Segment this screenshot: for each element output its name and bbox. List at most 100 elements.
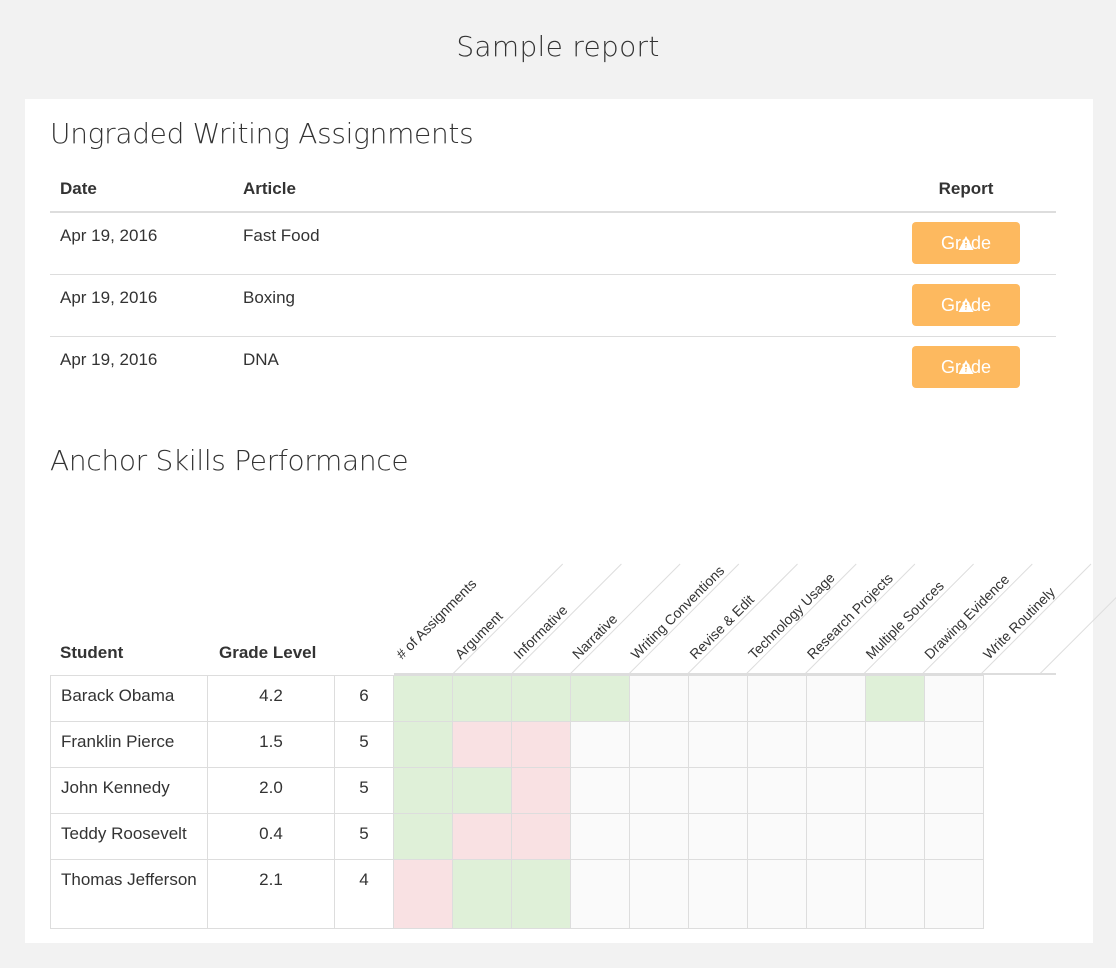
skill-cell [629, 767, 689, 814]
skill-cell [688, 767, 748, 814]
skill-cell [452, 859, 512, 929]
skill-cell [747, 859, 807, 929]
date-column-header: Date [60, 179, 97, 198]
grade-button-label: Grade [940, 294, 992, 315]
student-name: Franklin Pierce [50, 721, 208, 768]
skill-column-header: Narrative [569, 610, 621, 662]
skill-cell [393, 767, 453, 814]
skill-cell [924, 721, 984, 768]
assignment-date: Apr 19, 2016 [60, 226, 158, 245]
skill-column-divider [452, 563, 564, 675]
grade-button[interactable]: Grade [912, 222, 1020, 264]
skill-column-divider [687, 563, 798, 675]
skill-cell [570, 675, 630, 722]
skill-cell [452, 675, 512, 722]
skill-column-divider [569, 563, 681, 675]
assignment-row: Apr 19, 2016 Boxing Grade [50, 275, 1056, 337]
skill-cell [865, 813, 925, 860]
assignment-date: Apr 19, 2016 [60, 350, 158, 369]
grade-level: 4.2 [207, 675, 335, 722]
skill-column-divider [745, 563, 857, 675]
grade-level: 1.5 [207, 721, 335, 768]
student-name: Barack Obama [50, 675, 208, 722]
grade-button[interactable]: Grade [912, 346, 1020, 388]
grade-button-label: Grade [940, 356, 992, 377]
skill-cell [806, 767, 866, 814]
skill-cell [570, 721, 630, 768]
skill-column-divider [921, 563, 1033, 675]
skill-cell [747, 675, 807, 722]
skill-cell [747, 721, 807, 768]
skill-cell [924, 767, 984, 814]
skill-cell [924, 675, 984, 722]
student-column-header: Student [60, 643, 124, 662]
student-row: Teddy Roosevelt 0.4 5 [50, 813, 984, 860]
report-card: Ungraded Writing Assignments Date Articl… [25, 99, 1116, 943]
student-row: John Kennedy 2.0 5 [50, 767, 984, 814]
grade-level-column-header: Grade Level [219, 643, 317, 662]
skill-cell [570, 813, 630, 860]
skill-cell [629, 721, 689, 768]
skill-cell [393, 813, 453, 860]
assignment-date: Apr 19, 2016 [60, 288, 158, 307]
student-name: Teddy Roosevelt [50, 813, 208, 860]
skill-cell [688, 675, 748, 722]
skill-cell [570, 859, 630, 929]
report-column-header: Report [938, 179, 994, 198]
skill-cell [806, 859, 866, 929]
skill-cell [452, 721, 512, 768]
skill-cell [865, 767, 925, 814]
anchor-skills-title: Anchor Skills Performance [50, 444, 409, 477]
skill-cell [452, 813, 512, 860]
assignment-count: 5 [334, 767, 394, 814]
skill-column-divider [804, 563, 916, 675]
article-column-header: Article [243, 179, 296, 198]
grade-level: 2.1 [207, 859, 335, 929]
skill-columns-header: # of Assignments Argument Informative Narra… [393, 549, 1116, 675]
skill-column-header: Informative [510, 602, 570, 662]
skill-cell [747, 767, 807, 814]
skill-cell [865, 859, 925, 929]
warning-icon [958, 236, 974, 250]
grade-button[interactable]: Grade [912, 284, 1020, 326]
grade-button-label: Grade [940, 232, 992, 253]
skill-cell [865, 675, 925, 722]
skill-cell [806, 675, 866, 722]
skill-cell [629, 859, 689, 929]
skill-cell [806, 721, 866, 768]
student-name: Thomas Jefferson [50, 859, 208, 929]
assignment-article: Boxing [243, 288, 295, 307]
skill-cell [806, 813, 866, 860]
page-title: Sample report [456, 30, 660, 63]
skill-cell [393, 675, 453, 722]
skill-column-divider [628, 563, 740, 675]
skill-column-divider [980, 563, 1092, 675]
student-name: John Kennedy [50, 767, 208, 814]
skill-cell [570, 767, 630, 814]
skill-cell [747, 813, 807, 860]
grade-level: 0.4 [207, 813, 335, 860]
skill-cell [865, 721, 925, 768]
student-row: Franklin Pierce 1.5 5 [50, 721, 984, 768]
skill-cell [924, 813, 984, 860]
assignment-count: 4 [334, 859, 394, 929]
skill-cell [393, 721, 453, 768]
skill-column-divider [511, 563, 622, 675]
skill-cell [688, 721, 748, 768]
skill-cell [688, 813, 748, 860]
student-row: Barack Obama 4.2 6 [50, 675, 984, 722]
skill-cell [452, 767, 512, 814]
skill-column-header: Argument [452, 608, 506, 662]
skill-cell [511, 813, 571, 860]
assignment-article: DNA [243, 350, 279, 369]
skill-cell [924, 859, 984, 929]
skill-cell [629, 675, 689, 722]
skill-cell [688, 859, 748, 929]
warning-icon [958, 298, 974, 312]
skill-column-divider [863, 563, 974, 675]
skill-cell [511, 721, 571, 768]
ungraded-assignments-title: Ungraded Writing Assignments [50, 117, 474, 150]
skill-cell [393, 859, 453, 929]
grade-level: 2.0 [207, 767, 335, 814]
assignment-row: Apr 19, 2016 DNA Grade [50, 337, 1056, 398]
